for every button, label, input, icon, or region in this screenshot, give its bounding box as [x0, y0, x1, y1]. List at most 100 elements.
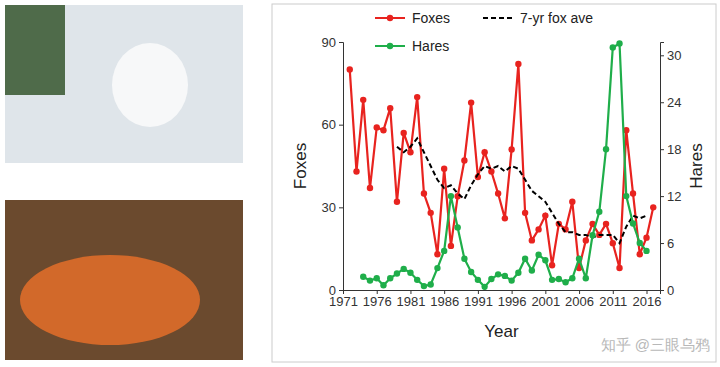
- y-tick: 30: [322, 200, 343, 215]
- y2-axis-title: Hares: [687, 143, 706, 188]
- y2-tick: 6: [660, 236, 674, 251]
- legend-label: 7-yr fox ave: [520, 10, 593, 26]
- x-tick: 1981: [396, 290, 425, 309]
- series-marker: [515, 270, 521, 276]
- series-marker: [401, 130, 407, 136]
- series-line: [350, 64, 654, 268]
- y-tick-label: 30: [322, 200, 336, 215]
- legend-label: Hares: [412, 38, 449, 54]
- legend-marker: [387, 43, 393, 49]
- series-marker: [549, 262, 555, 268]
- x-tick-label: 1991: [464, 294, 493, 309]
- x-tick-label: 1981: [396, 294, 425, 309]
- series-marker: [374, 275, 380, 281]
- series-marker: [380, 282, 386, 288]
- series-marker: [495, 190, 501, 196]
- series-marker: [589, 232, 595, 238]
- hare-shape: [112, 43, 188, 127]
- series-marker: [434, 251, 440, 257]
- series-marker: [454, 224, 460, 230]
- fox-photo: [5, 200, 243, 360]
- series-marker: [603, 146, 609, 152]
- y2-tick-mark: [660, 102, 664, 103]
- series-marker: [394, 199, 400, 205]
- y-tick-mark: [339, 290, 343, 291]
- y2-tick: 24: [660, 95, 681, 110]
- series-marker: [569, 275, 575, 281]
- series-marker: [542, 212, 548, 218]
- series-marker: [481, 149, 487, 155]
- series-marker: [421, 190, 427, 196]
- y2-axis-line: [661, 43, 665, 291]
- series-marker: [461, 256, 467, 262]
- y-tick-label: 60: [322, 117, 336, 132]
- x-tick: 1996: [498, 290, 527, 309]
- series-marker: [502, 273, 508, 279]
- series-marker: [380, 127, 386, 133]
- x-axis-title: Year: [484, 322, 519, 341]
- legend-item: Foxes: [375, 10, 450, 26]
- series-marker: [583, 237, 589, 243]
- series-marker: [374, 124, 380, 130]
- y2-tick-mark: [660, 290, 664, 291]
- y2-tick: 30: [660, 48, 681, 63]
- hare-photo: [5, 5, 243, 163]
- series-marker: [515, 61, 521, 67]
- y-axis-title: Foxes: [291, 143, 310, 189]
- series-marker: [441, 248, 447, 254]
- series-marker: [643, 234, 649, 240]
- series-marker: [529, 237, 535, 243]
- series-marker: [427, 210, 433, 216]
- x-tick: 2011: [599, 290, 627, 309]
- legend-swatch: [483, 17, 513, 19]
- series-marker: [468, 269, 474, 275]
- series-marker: [502, 215, 508, 221]
- legend-item: 7-yr fox ave: [483, 10, 593, 26]
- legend-item: Hares: [375, 38, 449, 54]
- series-marker: [414, 277, 420, 283]
- series-marker: [367, 185, 373, 191]
- x-tick-label: 2006: [565, 294, 594, 309]
- y2-tick-label: 12: [667, 189, 681, 204]
- series-marker: [623, 193, 629, 199]
- series-marker: [468, 99, 474, 105]
- x-tick: 2006: [565, 290, 594, 309]
- x-axis: 1971197619811986199119962001200620112016: [329, 290, 661, 309]
- y-tick-label: 90: [322, 35, 336, 50]
- y-tick: 90: [322, 35, 343, 50]
- y2-tick: 0: [660, 283, 674, 298]
- series-marker: [522, 256, 528, 262]
- series-marker: [610, 240, 616, 246]
- x-tick-label: 1976: [363, 294, 392, 309]
- y2-tick-label: 24: [667, 95, 681, 110]
- series-marker: [508, 277, 514, 283]
- series-marker: [488, 168, 494, 174]
- hare-photo-foliage: [5, 5, 65, 95]
- y-tick-mark: [339, 207, 343, 208]
- series-marker: [556, 276, 562, 282]
- series-marker: [394, 270, 400, 276]
- series-line: [397, 138, 647, 243]
- legend-marker: [387, 15, 393, 21]
- plot-area: [347, 40, 657, 290]
- y-tick: 60: [322, 117, 343, 132]
- series-marker: [583, 275, 589, 281]
- photos: [5, 5, 243, 360]
- series-marker: [576, 256, 582, 262]
- series-marker: [448, 243, 454, 249]
- y2-tick-label: 6: [667, 236, 674, 251]
- x-tick-label: 1986: [430, 294, 459, 309]
- series-marker: [461, 157, 467, 163]
- series-marker: [488, 276, 494, 282]
- series-marker: [562, 279, 568, 285]
- x-tick: 2016: [633, 290, 662, 309]
- series-line: [363, 44, 646, 287]
- series-marker: [535, 252, 541, 258]
- series-marker: [643, 248, 649, 254]
- x-tick-label: 2011: [599, 294, 627, 309]
- series-marker: [650, 204, 656, 210]
- y2-tick: 12: [660, 189, 681, 204]
- series-marker: [616, 40, 622, 46]
- x-tick: 2001: [531, 290, 560, 309]
- y-tick-label: 0: [329, 283, 336, 298]
